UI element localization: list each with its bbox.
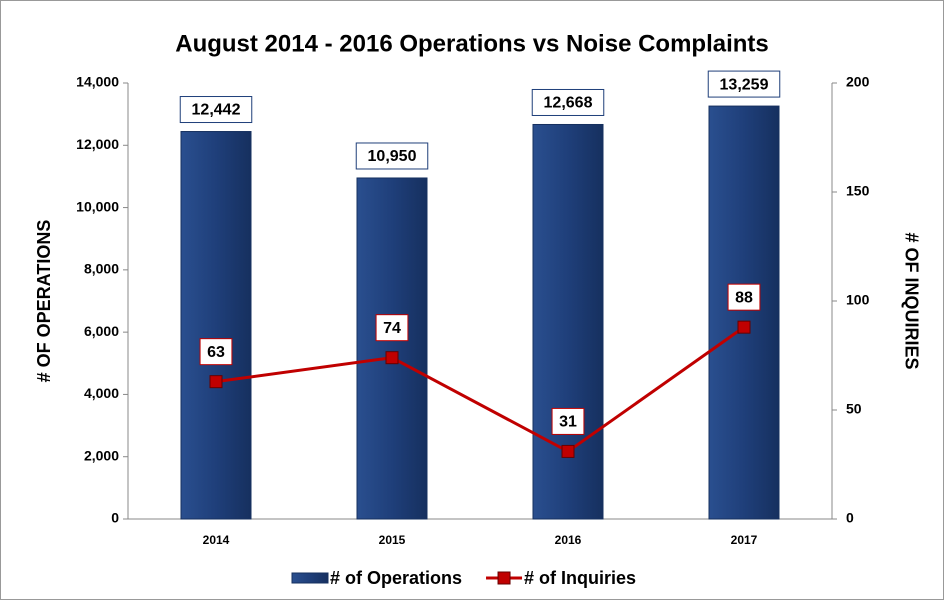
legend-label: # of Inquiries [524,568,636,588]
x-tick-label: 2016 [555,533,582,547]
y-tick-label: 14,000 [76,74,119,90]
line-value-label: 63 [207,344,225,361]
y-tick-label: 4,000 [84,385,119,401]
bar [708,105,780,520]
line-value-label-box [727,283,761,311]
bar-value-label-box [531,88,605,116]
bar-value-label: 10,950 [368,148,417,165]
y-tick-label: 0 [111,510,119,526]
bar-value-label-box [707,70,781,98]
line-value-label-box [551,407,585,435]
y-tick-label: 8,000 [84,261,119,277]
line-value-label-box [375,314,409,342]
line-marker [385,351,399,365]
y2-tick-label: 0 [846,510,854,526]
line-value-label: 88 [735,289,753,306]
y-tick-label: 2,000 [84,447,119,463]
y2-tick-label: 100 [846,292,870,308]
line-value-label: 31 [559,414,577,431]
bar [180,131,252,520]
line [215,325,745,454]
y2-tick-label: 150 [846,183,870,199]
line-marker [561,444,575,458]
y-tick-label: 12,000 [76,136,119,152]
line-marker [737,320,751,334]
x-tick-label: 2014 [203,533,230,547]
legend-label: # of Operations [330,568,462,588]
legend-swatch [291,572,329,584]
chart-title: August 2014 - 2016 Operations vs Noise C… [175,30,769,57]
bar-value-label: 12,442 [192,102,241,119]
line-value-label: 74 [383,320,401,337]
bar-value-label: 12,668 [544,95,593,112]
x-tick-label: 2015 [379,533,406,547]
y2-tick-label: 200 [846,74,870,90]
line-marker [209,375,223,389]
bar [356,177,428,520]
y2-axis-title: # OF INQUIRIES [901,232,921,369]
y-axis-title: # OF OPERATIONS [34,220,54,383]
y2-tick-label: 50 [846,401,862,417]
bar-value-label-box [355,142,429,170]
x-tick-label: 2017 [731,533,758,547]
legend-marker [497,571,511,585]
bar-value-label-box [179,96,253,124]
bar-value-label: 13,259 [720,76,769,93]
line-value-label-box [199,338,233,366]
y-tick-label: 6,000 [84,323,119,339]
bar [532,123,604,520]
y-tick-label: 10,000 [76,198,119,214]
